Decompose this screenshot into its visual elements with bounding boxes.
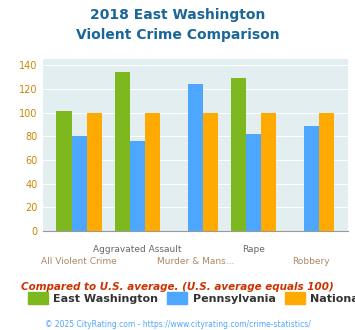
Bar	[246, 134, 261, 231]
Bar	[203, 113, 218, 231]
Text: Aggravated Assault: Aggravated Assault	[93, 245, 181, 254]
Bar	[72, 136, 87, 231]
Bar	[145, 113, 160, 231]
Text: All Violent Crime: All Violent Crime	[41, 257, 117, 266]
Bar	[231, 78, 246, 231]
Bar	[304, 126, 319, 231]
Bar	[56, 112, 72, 231]
Bar	[261, 113, 276, 231]
Bar	[130, 141, 145, 231]
Bar	[188, 84, 203, 231]
Text: Compared to U.S. average. (U.S. average equals 100): Compared to U.S. average. (U.S. average …	[21, 282, 334, 292]
Text: Rape: Rape	[242, 245, 265, 254]
Text: Violent Crime Comparison: Violent Crime Comparison	[76, 28, 279, 42]
Text: 2018 East Washington: 2018 East Washington	[90, 8, 265, 22]
Text: © 2025 CityRating.com - https://www.cityrating.com/crime-statistics/: © 2025 CityRating.com - https://www.city…	[45, 320, 310, 329]
Legend: East Washington, Pennsylvania, National: East Washington, Pennsylvania, National	[23, 288, 355, 308]
Text: Murder & Mans...: Murder & Mans...	[157, 257, 234, 266]
Bar	[115, 72, 130, 231]
Bar	[87, 113, 102, 231]
Bar	[319, 113, 334, 231]
Text: Robbery: Robbery	[293, 257, 330, 266]
